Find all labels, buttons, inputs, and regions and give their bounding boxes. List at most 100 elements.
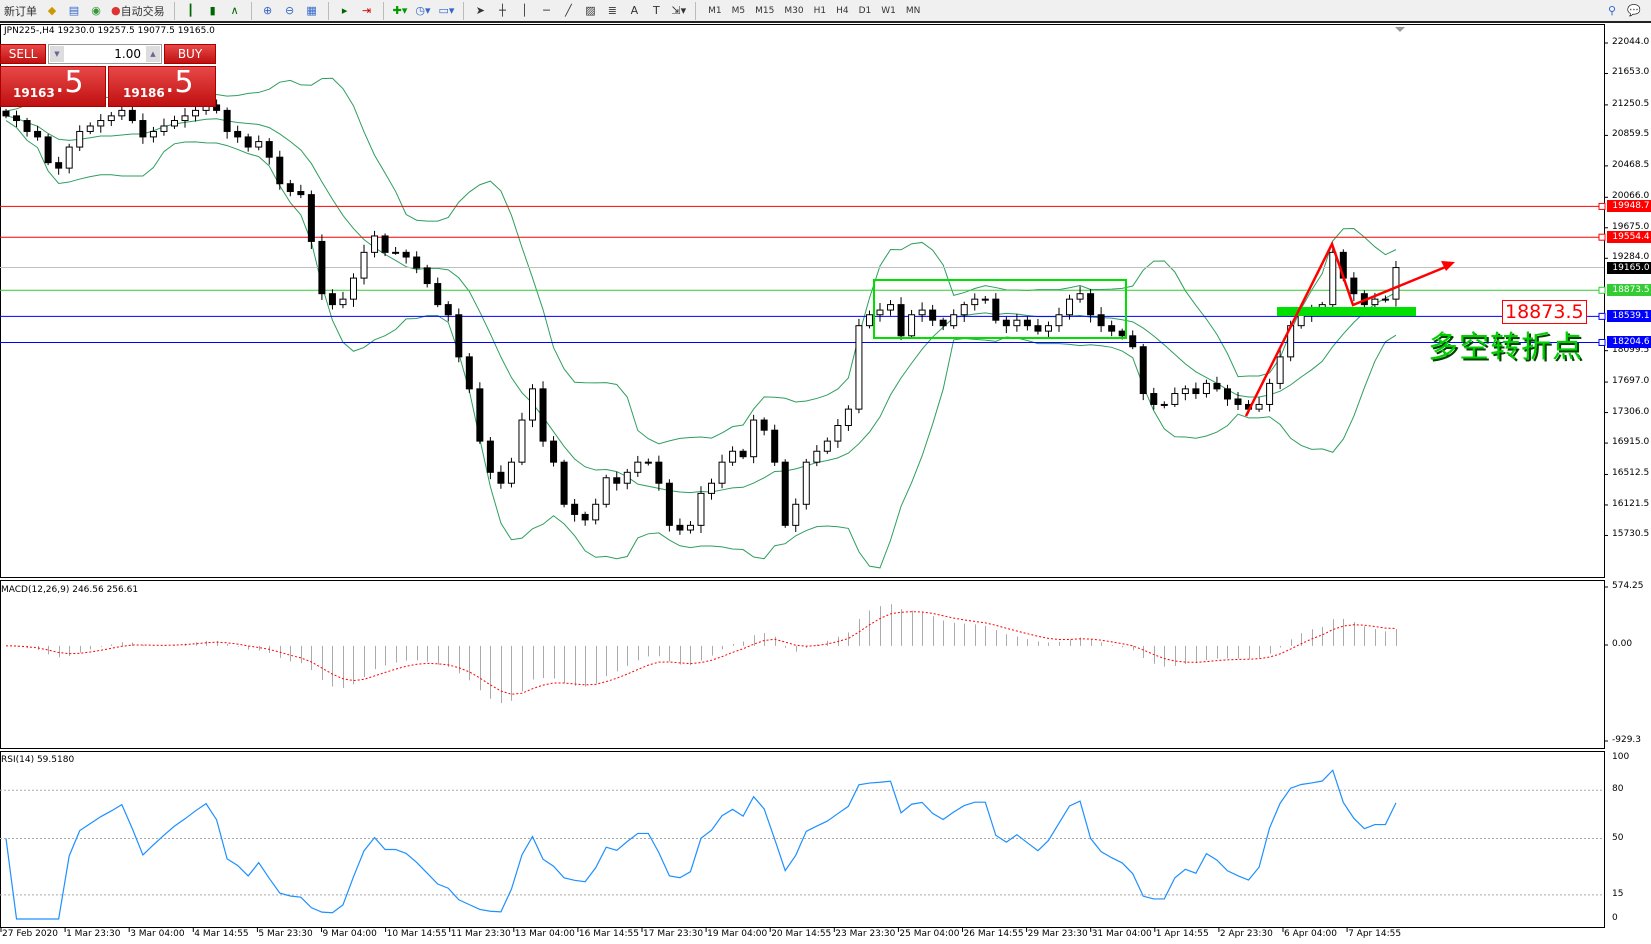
candle-body bbox=[444, 304, 452, 316]
search-icon[interactable]: ⚲ bbox=[1607, 4, 1617, 17]
time-axis-label: 6 Apr 04:00 bbox=[1284, 929, 1337, 939]
candle-body bbox=[592, 503, 600, 521]
lot-increase-button[interactable]: ▲ bbox=[146, 46, 160, 62]
tile-icon[interactable]: ▦ bbox=[306, 4, 317, 17]
timeframe-w1[interactable]: W1 bbox=[881, 5, 896, 16]
candle-body bbox=[1223, 388, 1231, 400]
auto-trade-button[interactable]: ● 自动交易 bbox=[109, 2, 167, 20]
label-icon[interactable]: T bbox=[653, 4, 660, 17]
candle-body bbox=[992, 298, 1000, 321]
level-label-18873: 18873.5 bbox=[1502, 300, 1587, 324]
signal-icon[interactable]: ◉ bbox=[91, 4, 101, 17]
new-order-button[interactable]: 新订单 bbox=[4, 4, 37, 18]
candle-body bbox=[708, 482, 716, 494]
time-axis-label: 31 Mar 04:00 bbox=[1091, 929, 1152, 939]
candle-body bbox=[865, 314, 873, 327]
buy-price-button[interactable]: 19186 .5 bbox=[108, 65, 216, 107]
divider bbox=[382, 1, 384, 20]
candle-body bbox=[844, 408, 852, 427]
channel-icon[interactable]: ▨ bbox=[585, 4, 596, 17]
book-icon[interactable]: ◆ bbox=[47, 4, 57, 17]
arrows-icon[interactable]: ⇲▾ bbox=[671, 4, 687, 17]
time-axis-label: 16 Mar 14:55 bbox=[578, 929, 639, 939]
candle-body bbox=[423, 267, 431, 285]
lot-value[interactable]: 1.00 bbox=[114, 47, 141, 61]
database-icon[interactable]: ▤ bbox=[68, 4, 80, 17]
arrow-head-icon bbox=[1441, 261, 1455, 271]
candle-body bbox=[1266, 382, 1274, 405]
time-axis-label: 10 Mar 14:55 bbox=[386, 929, 447, 939]
trendline-icon[interactable]: ╱ bbox=[565, 4, 572, 17]
candle-body bbox=[149, 130, 157, 138]
timeframe-mn[interactable]: MN bbox=[905, 5, 921, 16]
price-axis-label: 20859.5 bbox=[1612, 129, 1650, 140]
text-icon[interactable]: A bbox=[630, 4, 639, 17]
candle-body bbox=[981, 298, 989, 301]
rsi-axis-label: 50 bbox=[1612, 832, 1624, 843]
candle-body bbox=[160, 125, 168, 132]
candle-body bbox=[1076, 293, 1084, 300]
templates-icon[interactable]: ▭▾ bbox=[438, 4, 455, 17]
sell-price: 19163 bbox=[13, 86, 55, 100]
candle-body bbox=[76, 130, 84, 148]
lot-decrease-button[interactable]: ▼ bbox=[50, 46, 64, 62]
divider bbox=[695, 1, 697, 20]
candle-body bbox=[307, 194, 315, 242]
candle-body bbox=[1171, 393, 1179, 405]
time-axis-label: 2 Apr 23:30 bbox=[1219, 929, 1273, 939]
zoom-in-icon[interactable]: ⊕ bbox=[263, 4, 273, 17]
timeframe-d1[interactable]: D1 bbox=[858, 5, 872, 16]
candle-body bbox=[729, 450, 737, 463]
horizontal-line-icon[interactable]: ─ bbox=[543, 4, 550, 17]
timeframe-m1[interactable]: M1 bbox=[708, 5, 722, 16]
sell-button[interactable]: SELL bbox=[0, 44, 46, 64]
timeframe-h4[interactable]: H4 bbox=[836, 5, 849, 16]
candle-body bbox=[465, 356, 473, 390]
candlestick-icon[interactable]: ▮ bbox=[209, 4, 216, 17]
timeframe-h1[interactable]: H1 bbox=[813, 5, 827, 16]
fibo-icon[interactable]: ≣ bbox=[607, 4, 618, 17]
cursor-icon[interactable]: ➤ bbox=[475, 4, 486, 17]
candle-body bbox=[781, 461, 789, 526]
indicators-icon[interactable]: ✚▾ bbox=[392, 4, 408, 17]
timeframe-m5[interactable]: M5 bbox=[731, 5, 746, 16]
candle-body bbox=[318, 240, 326, 295]
macd-axis-label: 0.00 bbox=[1612, 639, 1633, 649]
price-axis-label: 17306.0 bbox=[1612, 406, 1650, 417]
candle-body bbox=[360, 251, 368, 279]
candle-body bbox=[118, 109, 126, 117]
bar-chart-icon[interactable]: ┃ bbox=[187, 4, 194, 17]
time-axis-label: 19 Mar 04:00 bbox=[707, 929, 768, 939]
buy-button[interactable]: BUY bbox=[164, 44, 216, 64]
shift-icon[interactable]: ⇥ bbox=[362, 4, 372, 17]
level-tag-19948.7: 19948.7 bbox=[1607, 200, 1651, 213]
candle-body bbox=[1297, 314, 1305, 327]
level-handle bbox=[1598, 202, 1606, 210]
candle-body bbox=[381, 235, 389, 253]
timeframe-m30[interactable]: M30 bbox=[784, 5, 804, 16]
vertical-line-icon[interactable]: │ bbox=[521, 4, 528, 17]
price-axis-label: 21250.5 bbox=[1612, 98, 1650, 109]
time-axis-label: 9 Mar 04:00 bbox=[322, 929, 377, 939]
candle-body bbox=[571, 503, 579, 515]
price-axis-label: 19284.0 bbox=[1612, 252, 1650, 263]
lot-stepper[interactable]: ▼ 1.00 ▲ bbox=[48, 44, 162, 64]
sell-price-button[interactable]: 19163 .5 bbox=[0, 65, 106, 107]
level-tag-18204.6: 18204.6 bbox=[1607, 336, 1651, 349]
autoscroll-icon[interactable]: ▸ bbox=[341, 4, 348, 17]
timeframe-m15[interactable]: M15 bbox=[755, 5, 775, 16]
crosshair-icon[interactable]: ┼ bbox=[499, 4, 506, 17]
candle-body bbox=[644, 461, 652, 464]
chart-area[interactable] bbox=[0, 24, 1651, 944]
candle-body bbox=[1097, 314, 1105, 327]
line-chart-icon[interactable]: ∧ bbox=[230, 4, 239, 17]
candle-body bbox=[497, 471, 505, 484]
periods-icon[interactable]: ◷▾ bbox=[415, 4, 431, 17]
candle-body bbox=[1213, 382, 1221, 390]
rsi-axis-label: 100 bbox=[1612, 752, 1630, 762]
candle-body bbox=[1255, 403, 1263, 410]
candle-body bbox=[170, 120, 178, 127]
zoom-out-icon[interactable]: ⊖ bbox=[285, 4, 295, 17]
candle-body bbox=[1234, 398, 1242, 405]
chat-icon[interactable]: 💬 bbox=[1627, 4, 1641, 17]
